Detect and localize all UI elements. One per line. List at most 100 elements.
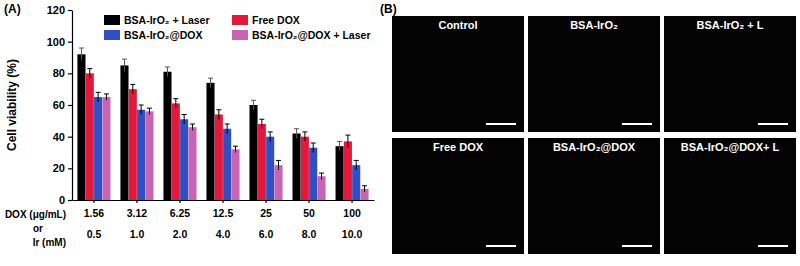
panel-label: (A) [4,2,21,16]
image-frame [392,138,524,254]
x-tick: 12.54.0 [213,200,234,240]
y-tick-mark [68,168,72,169]
y-tick: 60 [53,99,72,111]
y-tick-mark [68,105,72,106]
error-bar-stem [270,132,271,142]
x-tick-label-secondary: 6.0 [259,228,274,240]
error-bar [251,100,256,110]
bar-series [102,94,368,200]
error-bar [208,78,213,88]
x-tick-label-secondary: 1.0 [130,228,145,240]
error-bar-stem [356,160,357,170]
error-bar [268,132,273,142]
image-frame [528,138,660,254]
x-tick-mark [93,200,94,203]
error-bar-stem [81,48,82,61]
x-tick-mark [179,200,180,203]
legend-item: BSA-IrO₂@DOX [104,29,203,41]
error-bar-cap [190,124,195,125]
image-frame [528,16,660,132]
y-tick-mark [68,73,72,74]
error-bar-cap [345,135,350,136]
bar [86,73,94,200]
error-bar-cap [225,124,230,125]
error-bar-stem [210,78,211,88]
error-bar-stem [304,132,305,142]
error-bar-cap [233,146,238,147]
error-bar-stem [89,69,90,79]
x-tick-label-secondary: 2.0 [173,228,188,240]
error-bar [337,141,342,151]
x-tick: 3.121.0 [127,200,148,240]
x-tick-mark [222,200,223,203]
error-bar [319,173,324,179]
image-title: BSA-IrO₂ + L [697,19,764,31]
bar [172,103,180,200]
plot-area [77,48,368,200]
x-tick: 6.252.0 [170,200,191,240]
image-grid: Control BSA-IrO₂ BSA-IrO₂ + L Free DOX BSA-I… [392,16,796,254]
error-bar [104,94,109,100]
image-panel: BSA-IrO₂@DOX [528,138,660,254]
error-bar-cap [302,131,307,132]
panel-label: (B) [380,2,397,16]
scale-bar [758,245,788,247]
bar [258,124,266,200]
image-panel: BSA-IrO₂ + L [664,16,796,132]
image-panel: BSA-IrO₂ [528,16,660,132]
error-bar-stem [149,108,150,114]
error-bar [302,132,307,142]
error-bar-stem [278,160,279,170]
figure: (A)(B)020406080100120Cell viability (%)1… [0,0,800,266]
error-bar-stem [227,124,228,134]
x-axis-title: or [33,223,43,234]
image-title: BSA-IrO₂ [570,19,618,31]
error-bar-cap [96,92,101,93]
error-bar-stem [124,59,125,72]
y-axis-line [72,11,73,201]
error-bar-cap [147,108,152,109]
scale-bar [486,245,516,247]
legend-item: BSA-IrO₂ + Laser [104,14,210,26]
error-bar-stem [321,173,322,179]
legend-swatch [104,15,120,25]
legend-label: BSA-IrO₂ + Laser [124,14,210,26]
bar [352,165,360,200]
error-bar-stem [347,135,348,148]
legend-item: Free DOX [232,14,300,26]
error-bar-cap [87,68,92,69]
bar [344,141,352,200]
error-bar [147,108,152,114]
error-bar [294,129,299,139]
error-bar-stem [313,143,314,153]
bar [293,134,301,201]
error-bar-cap [311,143,316,144]
error-bar [233,146,238,152]
x-tick-mark [136,200,137,203]
error-bar [130,84,135,94]
bar-series [77,48,343,200]
error-bar [216,110,221,120]
bar [274,165,282,200]
y-tick-label: 20 [53,162,65,174]
error-bar-cap [251,100,256,101]
bar [180,119,188,200]
bar [215,115,223,201]
bar [249,105,257,200]
image-panel: BSA-IrO₂@DOX+ L [664,138,796,254]
error-bar-cap [337,141,342,142]
bar [129,89,137,200]
image-title: Free DOX [433,141,484,153]
image-title: Control [438,19,477,31]
bar [231,149,239,200]
x-tick-label: 50 [303,207,315,219]
error-bar-cap [182,114,187,115]
bar [301,137,309,200]
error-bar [122,59,127,72]
error-bar-cap [294,128,299,129]
x-tick-label: 100 [343,207,361,219]
error-bar-stem [141,105,142,115]
legend-label: Free DOX [252,14,300,26]
error-bar-cap [216,109,221,110]
error-bar-stem [167,67,168,77]
